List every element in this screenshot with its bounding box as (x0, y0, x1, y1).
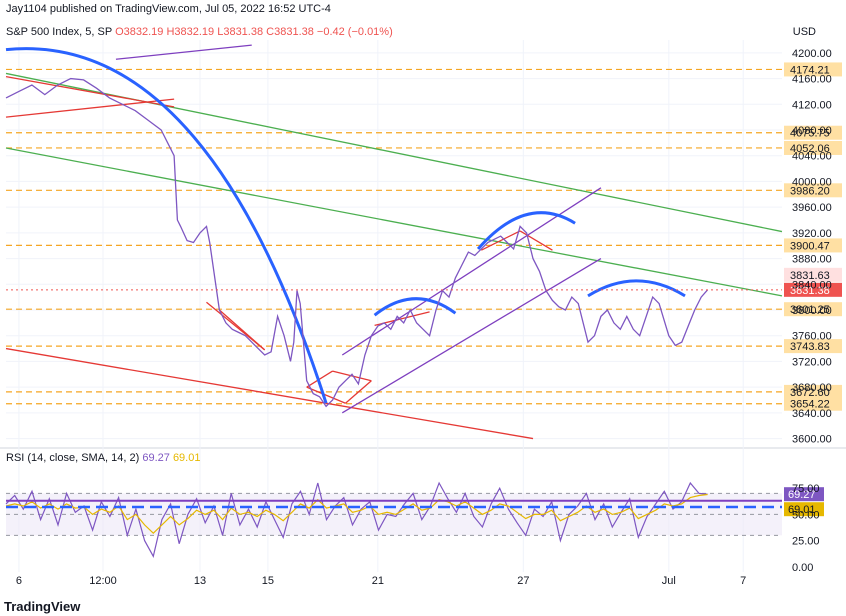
price-tick-label: 3840.00 (792, 279, 832, 291)
price-tick-label: 4120.00 (792, 99, 832, 111)
time-tick-label: Jul (662, 575, 676, 587)
level-label: 4075.75 (790, 128, 830, 140)
trendline-purple (115, 44, 252, 60)
time-tick-label: 6 (16, 575, 22, 587)
time-tick-label: 27 (517, 575, 529, 587)
rsi-sma-line (5, 493, 708, 535)
trendline-red (306, 386, 346, 404)
grid-lines (0, 40, 846, 572)
trendline-red (5, 347, 534, 440)
rsi-sma-badge-label: 69.01 (788, 504, 816, 516)
time-tick-label: 12:00 (89, 575, 117, 587)
trendline-red (332, 370, 372, 382)
symbol-label[interactable]: S&P 500 Index, 5, SP (6, 26, 113, 38)
price-tick-label: 3920.00 (792, 228, 832, 240)
time-tick-label: 13 (194, 575, 206, 587)
level-label: 4052.06 (790, 143, 830, 155)
current-price-label: 3831.38 (790, 285, 830, 297)
rsi-title[interactable]: RSI (14, close, SMA, 14, 2) (6, 452, 140, 464)
level-label: 3654.22 (790, 399, 830, 411)
tradingview-brand[interactable]: TradingView (4, 599, 81, 614)
publisher-caption: Jay1104 published on TradingView.com, Ju… (6, 3, 331, 15)
level-label: 3900.47 (790, 240, 830, 252)
arc-drawings (5, 47, 686, 404)
level-label-bg (784, 140, 842, 155)
level-label-bg (784, 125, 842, 140)
time-tick-label: 15 (262, 575, 274, 587)
price-tick-label: 4000.00 (792, 176, 832, 188)
price-legend[interactable]: S&P 500 Index, 5, SP O3832.19 H3832.19 L… (6, 26, 393, 38)
last-close-label: 3831.63 (790, 270, 830, 282)
rsi-value: 69.27 (142, 452, 170, 464)
rsi-value-badge-label: 69.27 (788, 489, 816, 501)
level-label-bg (784, 62, 842, 77)
trendline-red (218, 309, 266, 351)
price-tick-label: 4040.00 (792, 151, 832, 163)
level-label-bg (784, 384, 842, 399)
price-tick-label: 3800.00 (792, 305, 832, 317)
level-label: 3672.60 (790, 387, 830, 399)
level-label: 3743.83 (790, 341, 830, 353)
level-label-bg (784, 183, 842, 198)
time-tick-label: 21 (372, 575, 384, 587)
blue-arc (373, 297, 457, 317)
trendline-red (5, 98, 175, 118)
price-series: 3831.38 3831.63 (5, 77, 842, 408)
level-label: 3986.20 (790, 185, 830, 197)
blue-arc (476, 211, 576, 250)
rsi-tick-label: 0.00 (792, 562, 813, 574)
level-label: 4174.21 (790, 64, 830, 76)
rsi-tick-label: 25.00 (792, 536, 820, 548)
price-tick-label: 4080.00 (792, 125, 832, 137)
currency-label: USD (792, 26, 816, 38)
price-tick-label: 3760.00 (792, 331, 832, 343)
current-price-badge (784, 282, 842, 297)
time-tick-label: 7 (740, 575, 746, 587)
blue-arc (587, 279, 686, 298)
rsi-pane: 69.27 69.01 (5, 481, 824, 558)
trendlines (5, 44, 783, 440)
level-label-bg (784, 396, 842, 411)
rsi-tick-label: 75.00 (792, 483, 820, 495)
last-close-badge (784, 267, 842, 282)
price-tick-label: 3640.00 (792, 408, 832, 420)
level-label: 3801.25 (790, 304, 830, 316)
trendline-purple (341, 187, 602, 356)
blue-arc (5, 47, 328, 404)
price-tick-label: 4160.00 (792, 74, 832, 86)
price-tick-label: 3880.00 (792, 254, 832, 266)
price-line (5, 77, 709, 408)
rsi-sma-value: 69.01 (172, 452, 201, 464)
rsi-legend[interactable]: RSI (14, close, SMA, 14, 2) 69.27 69.01 (6, 452, 200, 464)
trendline-red (345, 380, 372, 404)
rsi-sma-badge (784, 502, 824, 517)
price-tick-label: 3680.00 (792, 382, 832, 394)
ohlc-values: O3832.19 H3832.19 L3831.38 C3831.38 −0.4… (115, 26, 393, 38)
level-label-bg (784, 238, 842, 253)
trendline-green (5, 147, 783, 297)
trendline-red (481, 230, 521, 251)
price-tick-label: 3960.00 (792, 202, 832, 214)
level-label-bg (784, 302, 842, 317)
price-tick-label: 4200.00 (792, 48, 832, 60)
horizontal-levels: 4174.21 4075.75 4052.06 3986.20 3900.47 3801.… (6, 62, 842, 411)
rsi-tick-label: 50.00 (792, 509, 820, 521)
trendline-red (519, 230, 553, 251)
level-label-bg (784, 339, 842, 354)
axes: 3600.00 3640.00 3680.00 3720.00 3760.00 3800.… (16, 48, 832, 587)
trendline-purple (341, 258, 602, 414)
price-tick-label: 3600.00 (792, 434, 832, 446)
price-tick-label: 3720.00 (792, 356, 832, 368)
rsi-value-badge (784, 487, 824, 502)
